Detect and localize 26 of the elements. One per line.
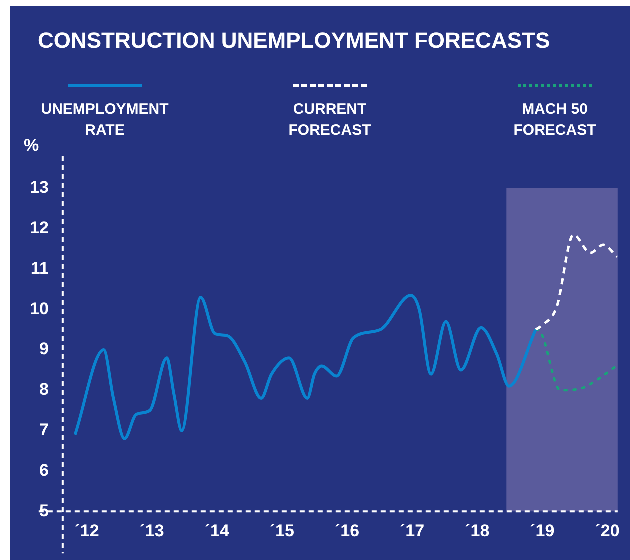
- x-tick-label: ´18: [465, 521, 490, 540]
- x-tick-label: ´16: [334, 521, 360, 540]
- y-tick-label: 13: [30, 178, 49, 198]
- y-tick-label: 12: [30, 218, 49, 238]
- x-tick-label: ´14: [204, 521, 230, 540]
- x-tick-label: ´17: [400, 521, 425, 540]
- x-tick-label: ´13: [140, 521, 164, 540]
- legend-label: UNEMPLOYMENT RATE: [40, 100, 170, 141]
- x-tick-label: ´19: [530, 521, 555, 540]
- chart-title: CONSTRUCTION UNEMPLOYMENT FORECASTS: [38, 28, 550, 54]
- y-tick-label: 8: [39, 380, 49, 400]
- y-tick-label: 7: [39, 420, 49, 440]
- y-tick-label: 10: [30, 299, 49, 318]
- y-axis-title: %: [24, 136, 40, 156]
- x-tick-label: ´15: [270, 521, 294, 540]
- legend-label: CURRENT FORECAST: [288, 100, 372, 141]
- line-series: [74, 294, 538, 440]
- x-tick-label: ´20: [595, 521, 620, 540]
- y-tick-label: 9: [39, 340, 49, 359]
- line-series: [534, 234, 618, 332]
- line-series: [534, 328, 618, 392]
- y-tick-label: 6: [39, 460, 49, 480]
- y-tick-label: 11: [30, 258, 49, 278]
- y-tick-label: 5: [39, 501, 49, 520]
- x-tick-label: ´12: [74, 521, 100, 540]
- legend-label: MACH 50 FORECAST: [512, 100, 598, 141]
